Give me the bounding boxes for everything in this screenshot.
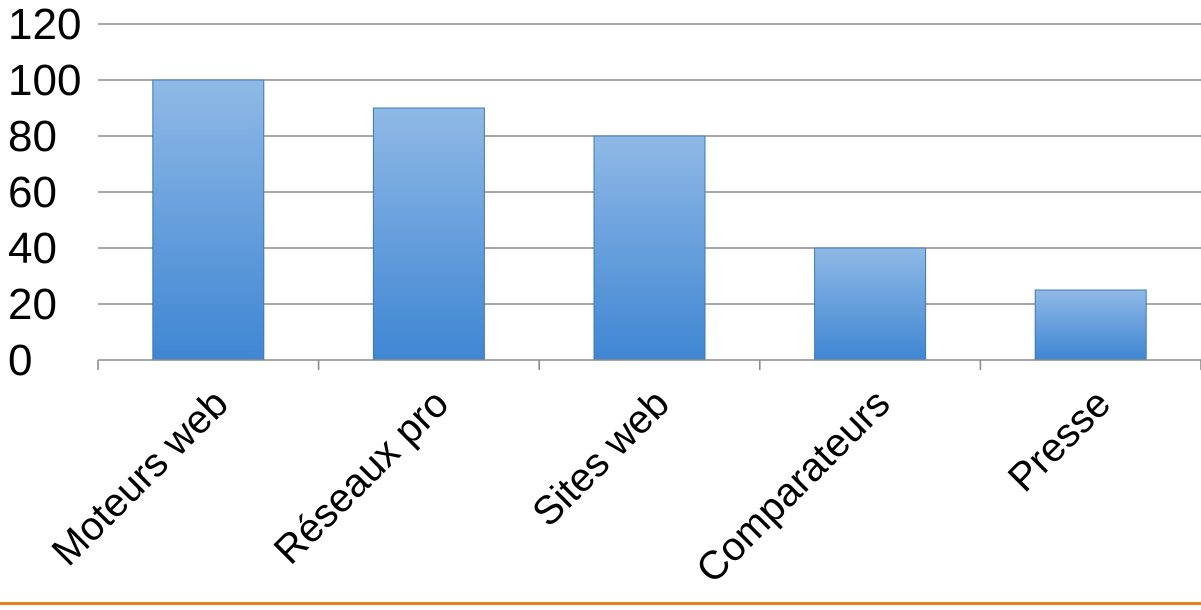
bar-moteurs-web — [152, 79, 265, 361]
y-tick-label: 20 — [8, 280, 57, 329]
x-category-label: Presse — [1000, 381, 1119, 500]
bars — [152, 79, 1147, 361]
y-tick-label: 80 — [8, 112, 57, 161]
y-tick-label: 40 — [8, 224, 57, 273]
bar-comparateurs — [814, 247, 927, 361]
y-tick-label: 0 — [8, 336, 32, 385]
x-axis — [97, 359, 1201, 370]
bar-sites-web — [593, 135, 706, 361]
bottom-accent-rule — [0, 602, 1201, 605]
x-category-label: Sites web — [524, 381, 678, 535]
x-axis-category-labels: Moteurs web Réseaux pro Sites web Comparate… — [44, 381, 1119, 591]
y-tick-label: 60 — [8, 168, 57, 217]
x-category-label: Réseaux pro — [266, 381, 457, 572]
bar-presse — [1034, 289, 1147, 361]
x-category-label: Moteurs web — [44, 381, 237, 574]
x-category-label: Comparateurs — [688, 381, 898, 591]
y-tick-label: 120 — [8, 0, 81, 49]
y-axis-tick-labels: 0 20 40 60 80 100 120 — [8, 0, 81, 385]
y-tick-label: 100 — [8, 56, 81, 105]
bar-r-seaux-pro — [372, 107, 485, 361]
